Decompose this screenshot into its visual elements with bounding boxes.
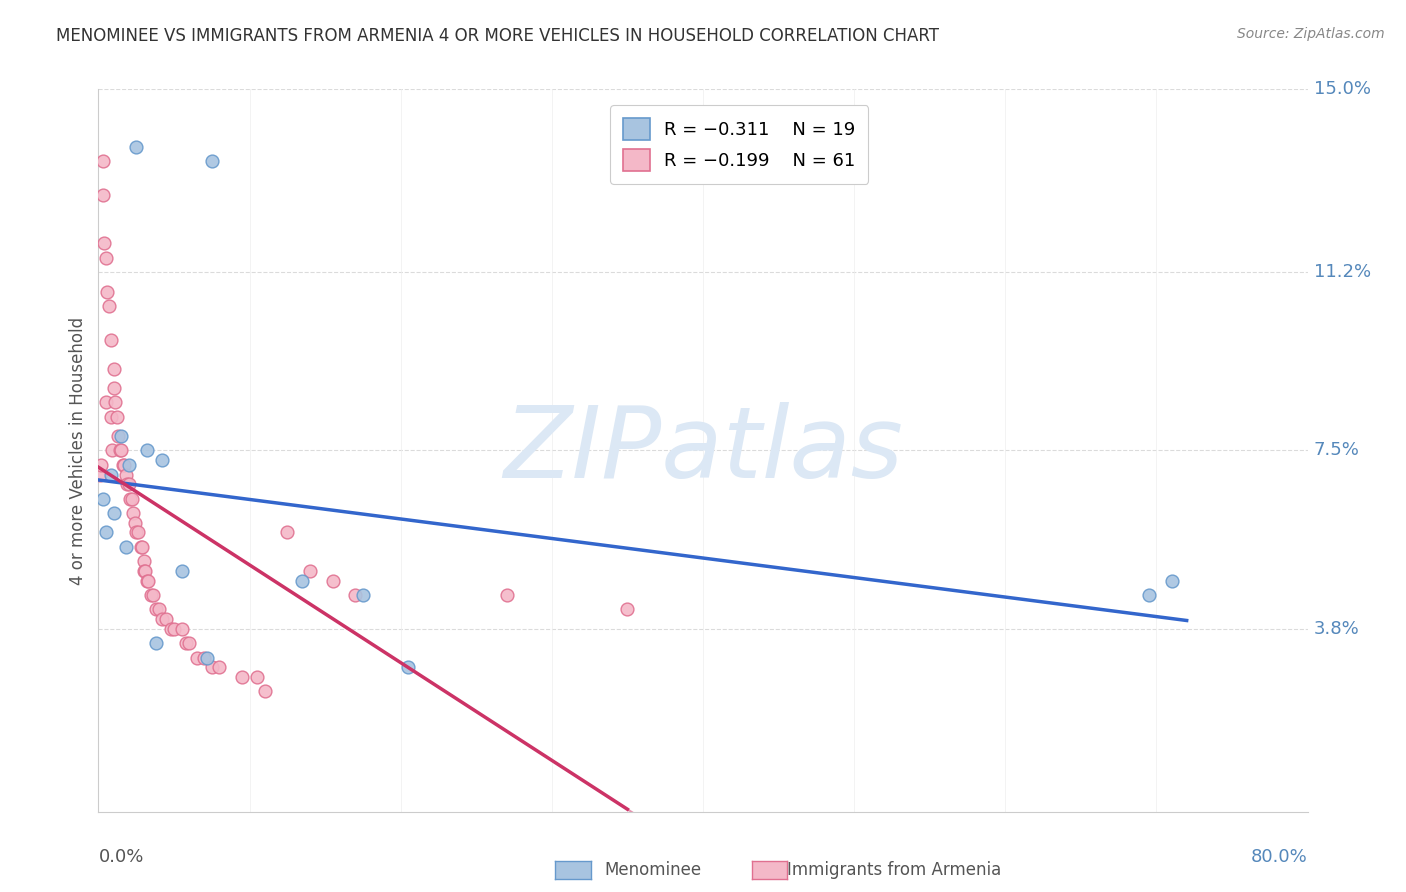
Point xyxy=(111,458,134,472)
Point xyxy=(121,491,143,506)
Point xyxy=(94,395,117,409)
Point xyxy=(108,443,131,458)
Point xyxy=(201,154,224,169)
Point xyxy=(103,361,125,376)
Point xyxy=(96,285,118,299)
Y-axis label: 4 or more Vehicles in Household: 4 or more Vehicles in Household xyxy=(69,317,87,584)
Point xyxy=(150,453,173,467)
Text: 0.0%: 0.0% xyxy=(98,847,143,866)
Point xyxy=(276,525,298,540)
Point xyxy=(186,650,208,665)
Point xyxy=(135,574,157,588)
Point xyxy=(114,540,136,554)
Point xyxy=(118,458,141,472)
Point xyxy=(122,506,145,520)
Point xyxy=(90,458,112,472)
Point xyxy=(94,525,117,540)
Point xyxy=(195,650,218,665)
Point xyxy=(155,612,177,626)
Point xyxy=(98,299,121,313)
Text: Source: ZipAtlas.com: Source: ZipAtlas.com xyxy=(1237,27,1385,41)
Point xyxy=(231,670,253,684)
Point xyxy=(134,564,156,578)
Point xyxy=(160,622,183,636)
Point xyxy=(124,516,146,530)
Point xyxy=(91,188,114,202)
Point xyxy=(104,395,127,409)
Point xyxy=(142,588,165,602)
Point xyxy=(208,660,231,674)
Point xyxy=(135,443,157,458)
Point xyxy=(103,506,125,520)
Point xyxy=(344,588,367,602)
Text: MENOMINEE VS IMMIGRANTS FROM ARMENIA 4 OR MORE VEHICLES IN HOUSEHOLD CORRELATION: MENOMINEE VS IMMIGRANTS FROM ARMENIA 4 O… xyxy=(56,27,939,45)
Point xyxy=(136,574,159,588)
Point xyxy=(322,574,344,588)
Point xyxy=(163,622,186,636)
Point xyxy=(148,602,170,616)
Point xyxy=(253,684,276,698)
Point xyxy=(132,554,155,568)
Text: 3.8%: 3.8% xyxy=(1313,620,1360,638)
Point xyxy=(100,467,122,482)
Point xyxy=(107,429,129,443)
Point xyxy=(145,636,167,650)
Point xyxy=(110,429,132,443)
Point xyxy=(170,622,193,636)
Point xyxy=(145,602,167,616)
Point xyxy=(396,660,419,674)
Point xyxy=(125,525,148,540)
Point xyxy=(89,467,111,482)
Point xyxy=(105,409,128,424)
Text: 80.0%: 80.0% xyxy=(1251,847,1308,866)
Point xyxy=(299,564,322,578)
Legend: R = −0.311    N = 19, R = −0.199    N = 61: R = −0.311 N = 19, R = −0.199 N = 61 xyxy=(610,105,869,184)
Point xyxy=(91,154,114,169)
Text: 11.2%: 11.2% xyxy=(1313,263,1371,281)
Point xyxy=(101,443,124,458)
Point xyxy=(120,491,142,506)
Point xyxy=(291,574,314,588)
Point xyxy=(125,140,148,154)
Point xyxy=(112,458,135,472)
Point xyxy=(616,602,638,616)
Text: ZIPatlas: ZIPatlas xyxy=(503,402,903,499)
Point xyxy=(129,540,152,554)
Point xyxy=(150,612,173,626)
Point xyxy=(127,525,149,540)
Point xyxy=(495,588,517,602)
Text: Immigrants from Armenia: Immigrants from Armenia xyxy=(787,861,1001,879)
Point xyxy=(132,564,155,578)
Point xyxy=(103,381,125,395)
Point xyxy=(1137,588,1160,602)
Point xyxy=(170,564,193,578)
Point xyxy=(100,409,122,424)
Point xyxy=(100,333,122,347)
Point xyxy=(1160,574,1182,588)
Point xyxy=(93,236,115,251)
Point xyxy=(91,491,114,506)
Point xyxy=(352,588,374,602)
Point xyxy=(131,540,153,554)
Point xyxy=(114,467,136,482)
Point xyxy=(94,251,117,265)
Point xyxy=(118,477,141,491)
Point xyxy=(115,477,138,491)
Point xyxy=(174,636,197,650)
Text: Menominee: Menominee xyxy=(605,861,702,879)
Point xyxy=(193,650,215,665)
Text: 15.0%: 15.0% xyxy=(1313,80,1371,98)
Text: 7.5%: 7.5% xyxy=(1313,442,1360,459)
Point xyxy=(110,443,132,458)
Point xyxy=(179,636,201,650)
Point xyxy=(201,660,224,674)
Point xyxy=(141,588,163,602)
Point xyxy=(246,670,269,684)
